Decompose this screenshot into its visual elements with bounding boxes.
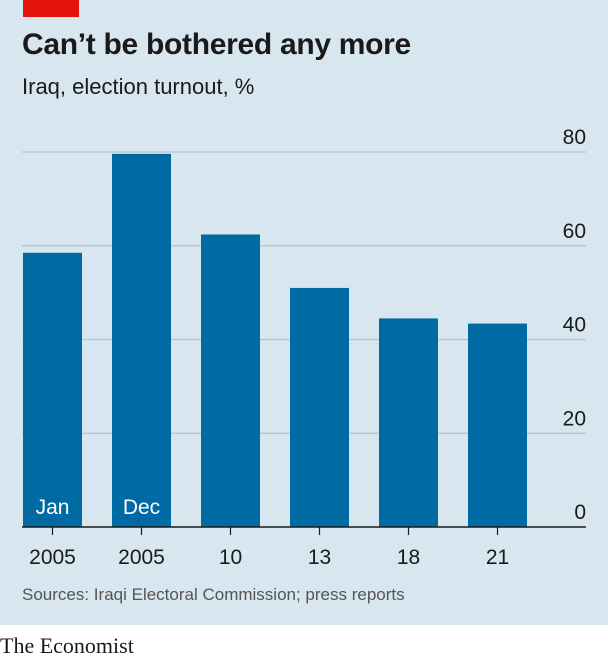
y-tick-label: 0 — [574, 501, 586, 524]
bar — [290, 287, 349, 527]
bar-chart: Jan Dec 0 20 40 60 80 2005 2005 10 13 18 21 — [22, 126, 586, 569]
brand-red-tag — [23, 0, 79, 17]
publisher-logo: The Economist — [0, 633, 134, 658]
source-note: Sources: Iraqi Electoral Commission; pre… — [22, 585, 405, 604]
bars: Jan Dec — [23, 153, 527, 527]
bar-inner-label: Dec — [123, 496, 160, 519]
y-tick-label: 60 — [563, 220, 586, 243]
x-axis-ticks: 2005 2005 10 13 18 21 — [29, 527, 509, 569]
y-axis-ticks: 0 20 40 60 80 — [563, 126, 586, 524]
bar — [112, 153, 171, 527]
bar — [23, 252, 82, 527]
chart-title: Can’t be bothered any more — [22, 28, 411, 61]
y-tick-label: 20 — [563, 407, 586, 430]
x-tick-label: 13 — [308, 546, 331, 569]
x-tick-label: 21 — [486, 546, 509, 569]
bar — [201, 234, 260, 527]
bar-inner-label: Jan — [36, 496, 70, 519]
x-tick-label: 2005 — [29, 546, 76, 569]
bar — [468, 323, 527, 527]
bar — [379, 318, 438, 527]
y-tick-label: 40 — [563, 314, 586, 337]
x-tick-label: 18 — [397, 546, 420, 569]
x-tick-label: 2005 — [118, 546, 165, 569]
y-tick-label: 80 — [563, 126, 586, 149]
chart-subtitle: Iraq, election turnout, % — [22, 74, 255, 99]
x-tick-label: 10 — [219, 546, 242, 569]
